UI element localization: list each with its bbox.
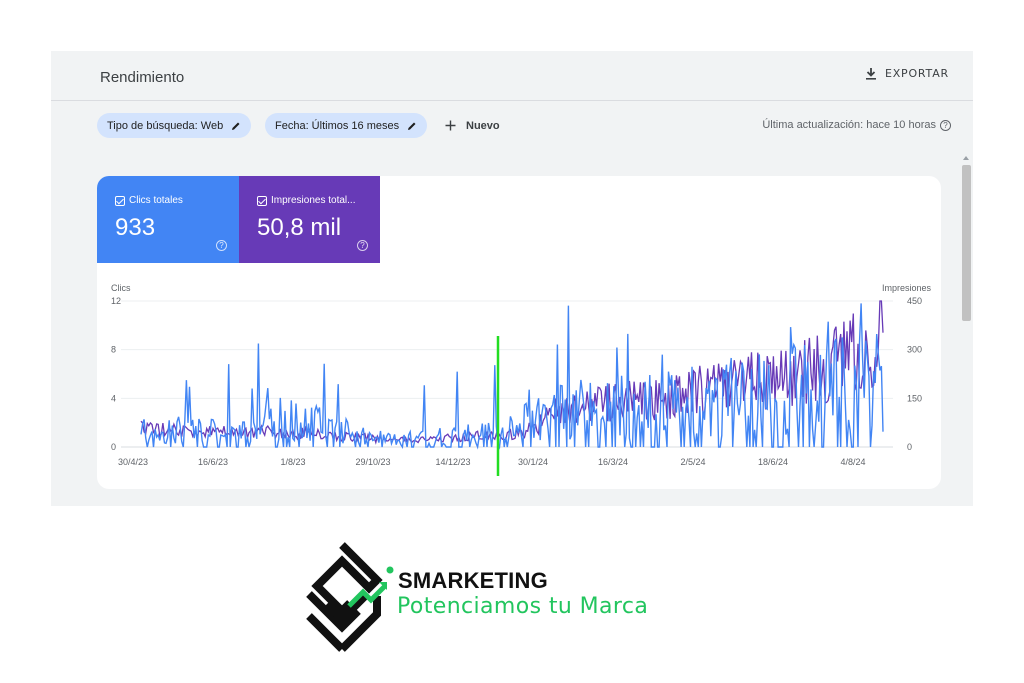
filter-chip-search-type[interactable]: Tipo de búsqueda: Web <box>97 113 252 138</box>
help-icon[interactable]: ? <box>940 119 951 131</box>
right-tick-label: 0 <box>907 442 912 452</box>
x-tick-label: 30/4/23 <box>118 457 148 467</box>
plus-icon <box>445 120 456 131</box>
panel-title: Rendimiento <box>100 69 185 86</box>
smarketing-logo <box>306 542 394 652</box>
last-updated-text: Última actualización: hace 10 horas ? <box>762 119 951 131</box>
right-tick-label: 450 <box>907 296 922 306</box>
filter-chip-date[interactable]: Fecha: Últimos 16 meses <box>265 113 428 138</box>
scrollbar-thumb[interactable] <box>962 165 971 321</box>
x-tick-label: 30/1/24 <box>518 457 548 467</box>
brand-name: SMARKETING <box>398 568 548 593</box>
metric-card-impressions[interactable]: Impresiones total... 50,8 mil ? <box>239 176 380 263</box>
right-tick-label: 150 <box>907 393 922 403</box>
download-icon <box>865 68 876 80</box>
x-tick-label: 1/8/23 <box>280 457 305 467</box>
brand-tagline: Potenciamos tu Marca <box>397 594 649 619</box>
pencil-icon <box>232 122 240 130</box>
performance-panel: Rendimiento EXPORTAR Tipo de búsqueda: W… <box>51 51 973 506</box>
help-icon[interactable]: ? <box>357 240 368 251</box>
checkbox-icon[interactable] <box>115 195 125 206</box>
filter-chip-label: Fecha: Últimos 16 meses <box>275 119 400 132</box>
x-tick-label: 29/10/23 <box>355 457 390 467</box>
x-tick-label: 18/6/24 <box>758 457 788 467</box>
export-label: EXPORTAR <box>884 67 949 80</box>
right-tick-label: 300 <box>907 345 922 355</box>
right-axis-title: Impresiones <box>882 283 932 293</box>
new-filter-label: Nuevo <box>466 119 500 132</box>
pencil-icon <box>408 122 416 130</box>
metric-card-clicks[interactable]: Clics totales 933 ? <box>97 176 239 263</box>
metric-label: Impresiones total... <box>271 195 356 206</box>
series-line-clicks <box>140 303 884 450</box>
checkbox-icon[interactable] <box>257 195 267 206</box>
metric-label: Clics totales <box>129 195 183 206</box>
left-tick-label: 4 <box>111 393 116 403</box>
x-tick-label: 16/3/24 <box>598 457 628 467</box>
filter-chip-label: Tipo de búsqueda: Web <box>107 119 224 132</box>
scroll-up-arrow-icon[interactable] <box>963 156 969 160</box>
series-line-impressions <box>140 300 884 445</box>
metric-value: 50,8 mil <box>257 214 342 241</box>
left-axis-title: Clics <box>111 283 131 293</box>
performance-card: Clics Impresiones 12 450 8 300 4 150 0 0 30/4/23 16… <box>97 176 941 489</box>
left-tick-label: 8 <box>111 345 116 355</box>
help-icon[interactable]: ? <box>216 240 227 251</box>
left-tick-label: 0 <box>111 442 116 452</box>
export-button[interactable]: EXPORTAR <box>865 67 949 80</box>
x-tick-label: 2/5/24 <box>680 457 705 467</box>
left-tick-label: 12 <box>111 296 121 306</box>
x-tick-label: 16/6/23 <box>198 457 228 467</box>
metric-value: 933 <box>115 214 156 241</box>
new-filter-button[interactable]: Nuevo <box>445 113 500 138</box>
x-tick-label: 4/8/24 <box>840 457 865 467</box>
scrollbar[interactable] <box>960 153 973 506</box>
x-tick-label: 14/12/23 <box>435 457 470 467</box>
header-divider <box>51 100 973 101</box>
